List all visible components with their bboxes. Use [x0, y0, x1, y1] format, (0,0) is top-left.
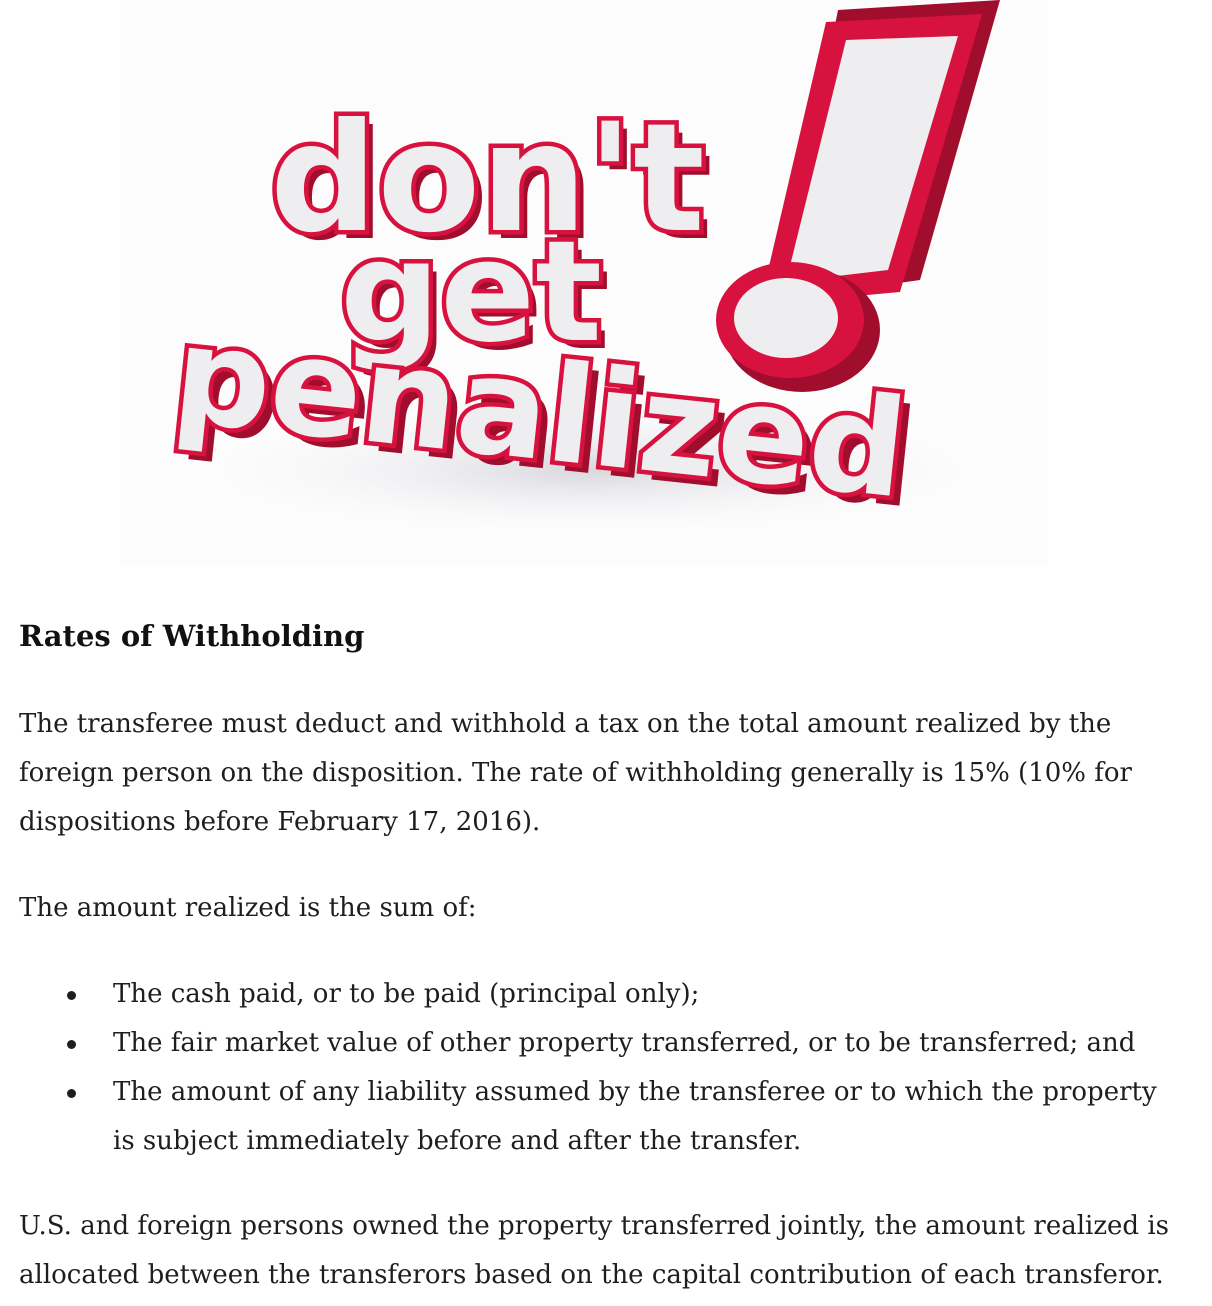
hero-word-dont: don't don't [266, 88, 713, 275]
joint-ownership-paragraph: U.S. and foreign persons owned the prope… [19, 1211, 1169, 1290]
dont-get-penalized-graphic: don't don't get get penalized penalized [160, 0, 1020, 540]
amount-realized-intro: The amount realized is the sum of: [19, 893, 477, 923]
bullet-icon [67, 1089, 76, 1098]
exclamation-bar-face [786, 36, 958, 282]
withholding-rate-paragraph: The transferee must deduct and withhold … [19, 709, 1132, 837]
list-item: The cash paid, or to be paid (principal … [0, 970, 1180, 1019]
section-heading: Rates of Withholding [19, 619, 365, 653]
hero-word-get-face: get [340, 211, 602, 374]
list-item-text: The fair market value of other property … [113, 1028, 1136, 1058]
exclamation-mark [716, 0, 1000, 392]
hero-word-dont-shadow: don't [278, 100, 713, 274]
bullet-icon [67, 1040, 76, 1049]
hero-word-dont-face: don't [270, 92, 705, 266]
hero-image: don't don't get get penalized penalized [120, 0, 1048, 565]
floor-shadow [160, 400, 1020, 540]
bullet-icon [67, 991, 76, 1000]
hero-word-get: get get [336, 207, 611, 383]
list-item: The amount of any liability assumed by t… [0, 1068, 1180, 1166]
amount-realized-list: The cash paid, or to be paid (principal … [0, 970, 1180, 1166]
list-item-text: The amount of any liability assumed by t… [113, 1077, 1157, 1156]
exclamation-dot-face [734, 278, 838, 358]
hero-word-get-shadow: get [348, 219, 610, 382]
list-item-text: The cash paid, or to be paid (principal … [113, 979, 700, 1009]
list-item: The fair market value of other property … [0, 1019, 1180, 1068]
